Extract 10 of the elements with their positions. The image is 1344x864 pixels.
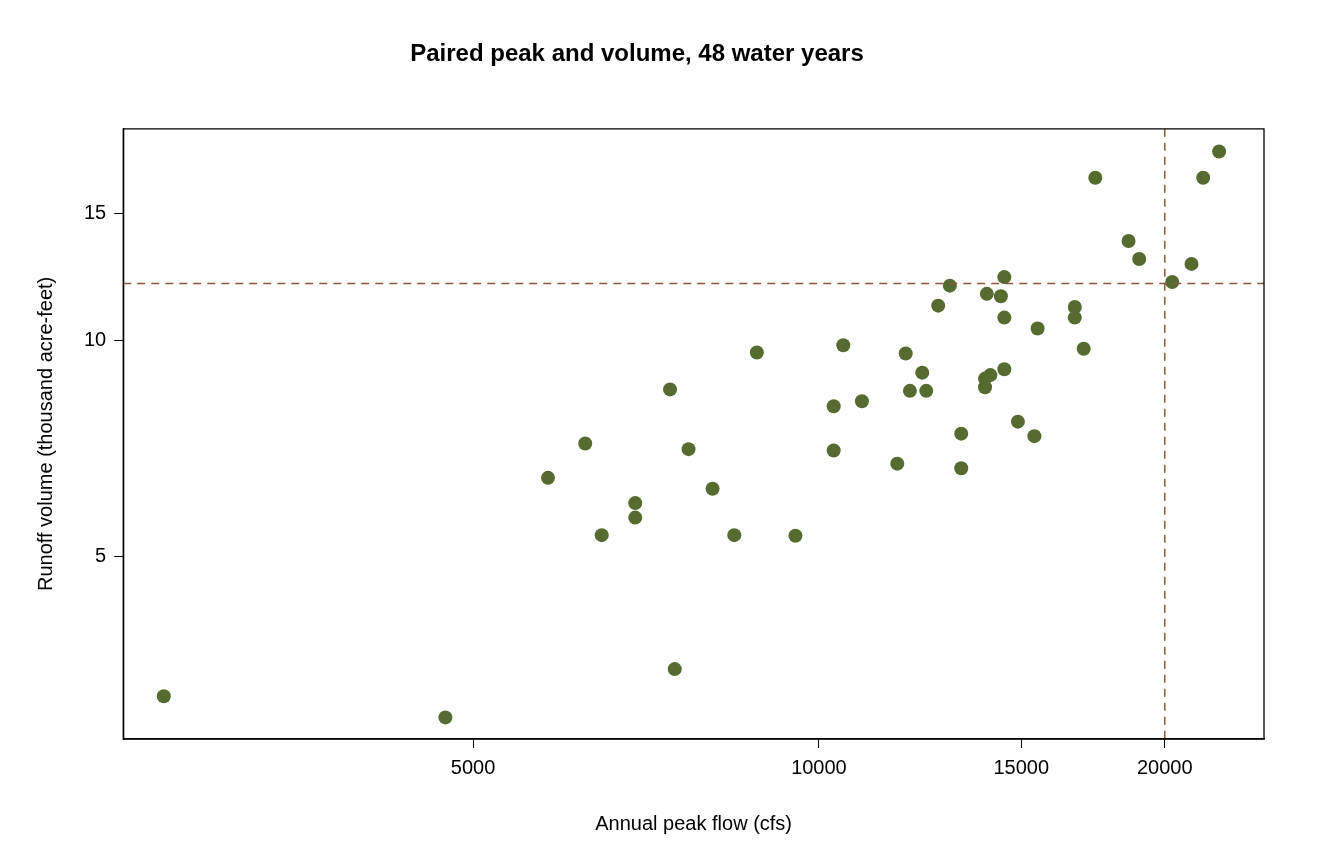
y-tick-label: 15 — [84, 201, 107, 224]
chart-title: Paired peak and volume, 48 water years — [410, 39, 864, 67]
x-tick-label: 15000 — [993, 755, 1050, 778]
x-tick-label: 10000 — [791, 755, 847, 778]
y-axis-title: Runoff volume (thousand acre-feet) — [33, 276, 56, 592]
y-tick-label: 10 — [84, 327, 107, 350]
x-axis-title: Annual peak flow (cfs) — [595, 811, 793, 834]
x-tick-label: 20000 — [1136, 755, 1193, 778]
x-tick-label: 5000 — [450, 755, 496, 778]
y-tick-label: 5 — [95, 544, 107, 567]
